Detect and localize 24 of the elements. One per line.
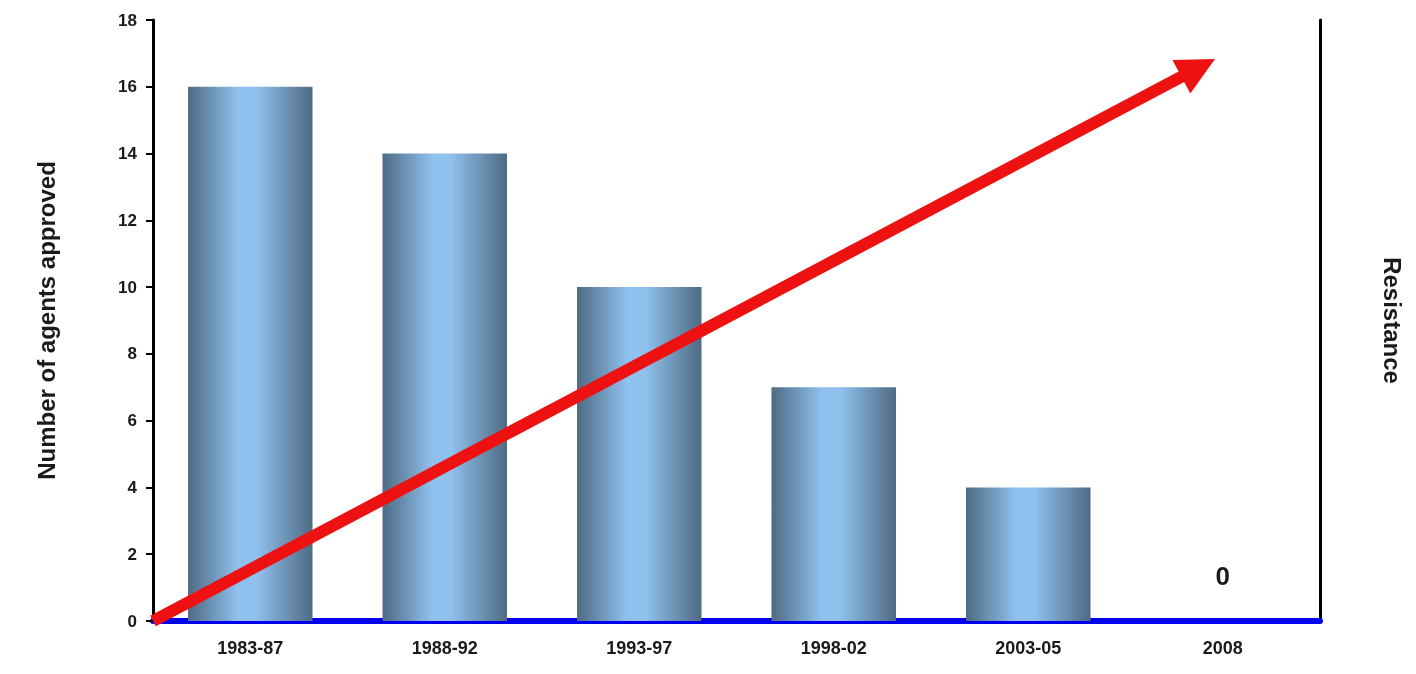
data-label: 0 bbox=[1215, 561, 1230, 591]
x-tick-label: 1993-97 bbox=[606, 638, 673, 658]
x-tick-label: 1998-02 bbox=[800, 638, 867, 658]
y-tick-label: 18 bbox=[118, 10, 137, 30]
y-axis-title: Number of agents approved bbox=[32, 161, 60, 480]
bar bbox=[382, 153, 507, 621]
y-tick-label: 12 bbox=[118, 210, 137, 230]
y-tick-label: 0 bbox=[127, 611, 137, 631]
x-tick-label: 2003-05 bbox=[995, 638, 1062, 658]
y-tick-label: 8 bbox=[127, 344, 137, 364]
y2-axis-title: Resistance bbox=[1378, 257, 1406, 384]
y-tick-label: 10 bbox=[118, 277, 137, 297]
y-tick-label: 6 bbox=[127, 411, 137, 431]
x-tick-label: 2008 bbox=[1202, 638, 1243, 658]
x-tick-label: 1988-92 bbox=[411, 638, 478, 658]
x-tick-label: 1983-87 bbox=[217, 638, 284, 658]
y-tick-label: 14 bbox=[118, 144, 138, 164]
bar bbox=[966, 487, 1091, 621]
bar bbox=[188, 86, 313, 621]
y-tick-label: 2 bbox=[127, 544, 137, 564]
y-tick-label: 4 bbox=[127, 477, 138, 497]
y-tick-label: 16 bbox=[118, 77, 137, 97]
bar bbox=[577, 287, 702, 621]
bar bbox=[771, 387, 896, 621]
